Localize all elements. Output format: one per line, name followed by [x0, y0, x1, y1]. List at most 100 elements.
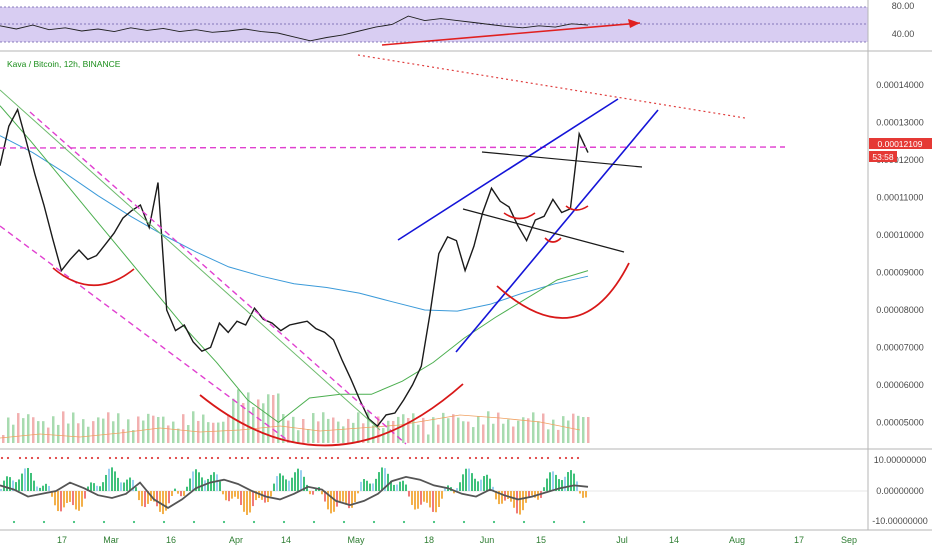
- macd-histogram-bar: [294, 472, 296, 491]
- macd-histogram-bar: [369, 483, 371, 491]
- macd-histogram-bar: [546, 478, 548, 491]
- volume-bar: [302, 418, 305, 443]
- time-tick-label: 17: [794, 535, 804, 545]
- macd-histogram-bar: [453, 491, 455, 494]
- macd-signal-dot: [210, 456, 214, 460]
- macd-signal-dot: [378, 456, 382, 460]
- macd-histogram-bar: [117, 477, 119, 491]
- macd-tick-zero: 0.00000000: [876, 486, 924, 496]
- macd-signal-dot: [96, 456, 100, 460]
- macd-histogram-bar: [162, 491, 164, 515]
- macd-histogram-bar: [288, 480, 290, 491]
- macd-signal-dot: [342, 520, 346, 524]
- macd-signal-dot: [228, 456, 232, 460]
- volume-bar: [282, 414, 285, 443]
- volume-bar: [347, 418, 350, 443]
- volume-bar: [362, 423, 365, 443]
- macd-signal-dot: [576, 456, 580, 460]
- macd-signal-dot: [84, 456, 88, 460]
- macd-signal-dot: [204, 456, 208, 460]
- macd-signal-dot: [486, 456, 490, 460]
- macd-signal-dot: [408, 456, 412, 460]
- macd-histogram-bar: [219, 481, 221, 491]
- time-tick-label: 14: [281, 535, 291, 545]
- macd-histogram-bar: [108, 468, 110, 491]
- time-axis-ticks: 17 Mar 16 Apr 14 May 18 Jun 15 Jul 14 Aug 17 Sep: [57, 535, 857, 545]
- macd-signal-dot: [144, 456, 148, 460]
- macd-line: [0, 475, 589, 509]
- macd-signal-dot: [366, 456, 370, 460]
- volume-bar: [232, 398, 235, 443]
- volume-bar: [322, 412, 325, 443]
- macd-histogram-bar: [531, 491, 533, 496]
- macd-signal-dot: [60, 456, 64, 460]
- last-price-label: 0.00012109: [878, 139, 923, 149]
- macd-signal-dot: [198, 456, 202, 460]
- macd-histogram-bar: [240, 491, 242, 505]
- volume-bar: [207, 422, 210, 443]
- rsi-band: [0, 7, 868, 42]
- macd-signal-dot: [462, 520, 466, 524]
- macd-signal-dot: [444, 456, 448, 460]
- macd-histogram-bar: [312, 491, 314, 495]
- volume-bar: [297, 430, 300, 443]
- macd-histogram-bar: [0, 489, 2, 491]
- macd-signal-dot: [498, 456, 502, 460]
- volume-bar: [477, 416, 480, 443]
- macd-pane: 10.00000000 0.00000000 -10.00000000: [0, 455, 928, 526]
- volume-bar: [22, 418, 25, 443]
- volume-bar: [62, 411, 65, 443]
- time-tick-label: Jun: [480, 535, 495, 545]
- macd-dots: [0, 456, 586, 524]
- macd-histogram-bar: [468, 468, 470, 491]
- volume-bar: [402, 414, 405, 443]
- macd-histogram-bar: [18, 479, 20, 491]
- price-axis-ticks: 0.00014000 0.00013000 0.00012000 0.00011000…: [876, 80, 924, 427]
- macd-histogram-bar: [390, 480, 392, 491]
- macd-histogram-bar: [411, 491, 413, 505]
- macd-histogram-bar: [198, 472, 200, 491]
- volume-bar: [107, 412, 110, 443]
- macd-signal-dot: [258, 456, 262, 460]
- macd-signal-dot: [534, 456, 538, 460]
- time-tick-label: Aug: [729, 535, 745, 545]
- volume-bar: [357, 412, 360, 443]
- macd-signal-dot: [216, 456, 220, 460]
- volume-bar: [132, 430, 135, 443]
- macd-histogram-bar: [315, 488, 317, 491]
- macd-signal-dot: [192, 520, 196, 524]
- macd-histogram-bar: [237, 491, 239, 499]
- macd-histogram-bar: [462, 474, 464, 491]
- volume-bar: [492, 423, 495, 443]
- volume-bar: [177, 428, 180, 443]
- macd-histogram-bar: [141, 491, 143, 507]
- volume-bar: [587, 416, 590, 443]
- volume-bar: [252, 407, 255, 443]
- macd-signal-dot: [300, 456, 304, 460]
- macd-histogram-bar: [291, 477, 293, 491]
- macd-histogram-bar: [393, 484, 395, 491]
- chart-title: Kava / Bitcoin, 12h, BINANCE: [7, 59, 121, 69]
- macd-histogram-bar: [96, 485, 98, 491]
- macd-histogram-bar: [519, 491, 521, 515]
- volume-bar: [137, 416, 140, 443]
- volume-bar: [237, 389, 240, 443]
- price-tick-label: 0.00013000: [876, 118, 924, 128]
- macd-histogram-bar: [33, 480, 35, 491]
- macd-histogram-bar: [165, 491, 167, 511]
- time-tick-label: Jul: [616, 535, 628, 545]
- macd-signal-dot: [120, 456, 124, 460]
- macd-histogram-bar: [24, 468, 26, 491]
- macd-signal-dot: [558, 456, 562, 460]
- macd-histogram-bar: [486, 474, 488, 491]
- macd-histogram-bar: [417, 491, 419, 509]
- macd-histogram-bar: [405, 484, 407, 491]
- volume-bar: [562, 416, 565, 443]
- volume-bar: [7, 417, 10, 443]
- price-tick-label: 0.00005000: [876, 417, 924, 427]
- rising-wedge-lower: [455, 109, 659, 353]
- volume-bar: [192, 411, 195, 443]
- volume-bar: [542, 413, 545, 443]
- macd-histogram-bar: [330, 491, 332, 514]
- macd-signal-dot: [54, 456, 58, 460]
